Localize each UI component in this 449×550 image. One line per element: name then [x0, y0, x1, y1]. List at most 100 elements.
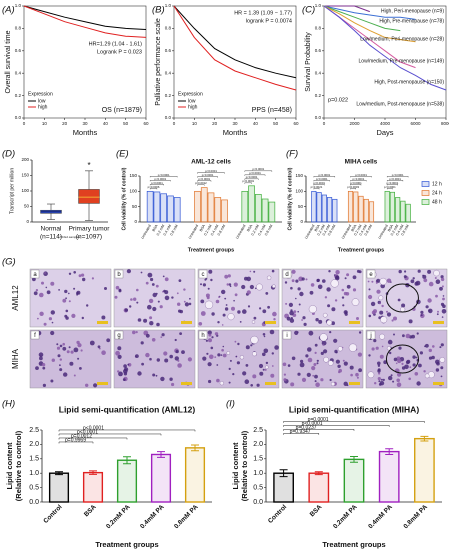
y-axis-label: Lipid content	[5, 442, 14, 490]
cell-nucleus	[228, 283, 232, 286]
significance: *	[87, 161, 90, 170]
cell-nucleus	[233, 299, 235, 302]
cell-nucleus	[297, 310, 300, 313]
cell-nucleus	[245, 364, 249, 367]
cell-nucleus	[217, 353, 221, 357]
cell-nucleus	[41, 281, 44, 285]
y-tick-label: 1.0	[29, 470, 39, 477]
cell-nucleus	[135, 354, 139, 358]
cell-nucleus	[216, 364, 219, 366]
cell-nucleus	[322, 344, 325, 346]
y-tick-label: 50	[132, 204, 138, 209]
box	[78, 189, 100, 204]
cell-nucleus	[290, 382, 295, 387]
bar	[268, 201, 276, 223]
image-label: d	[285, 272, 288, 278]
cell-nucleus	[301, 319, 303, 321]
bar	[207, 192, 215, 223]
label-box	[366, 330, 376, 340]
cell-nucleus	[269, 329, 275, 335]
cell-nucleus	[374, 382, 377, 385]
p-value: p<0.0001	[252, 167, 264, 171]
cell-nucleus	[432, 345, 435, 348]
lipid-droplet	[252, 351, 257, 357]
lipid-droplet	[379, 277, 387, 286]
x-tick-label: 20	[212, 121, 218, 126]
x-tick-label: Untreated	[378, 224, 389, 240]
cell-nucleus	[234, 293, 238, 297]
cell-nucleus	[234, 340, 237, 343]
x-tick-label: 0.4 mM	[163, 224, 172, 236]
cell-nucleus	[115, 285, 120, 290]
x-axis-label: Months	[73, 128, 98, 137]
significance-bracket	[350, 184, 362, 186]
panel-label: (G)	[2, 257, 16, 268]
y-tick-label: 1.0	[315, 3, 322, 8]
bar	[389, 191, 395, 223]
survival-curve	[323, 5, 447, 91]
bar	[405, 203, 411, 223]
cell-nucleus	[227, 274, 231, 278]
lipid-droplet	[308, 305, 317, 314]
cell-nucleus	[247, 305, 251, 308]
significance-bracket	[350, 188, 356, 190]
cell-nucleus	[250, 344, 253, 347]
cell-nucleus	[302, 316, 306, 320]
p-value: p<0.0001	[316, 177, 328, 181]
scale-bar	[349, 382, 360, 385]
x-axis-label: Months	[223, 128, 248, 137]
scale-bar	[181, 382, 192, 385]
cell-nucleus	[210, 346, 214, 350]
x-tick-label: 0.8 mM	[264, 224, 273, 236]
scale-bar	[433, 382, 444, 385]
cell-nucleus	[368, 288, 371, 291]
p-value: p<0.0001	[350, 181, 362, 185]
cell-nucleus	[229, 359, 232, 362]
x-tick-label: Untreated	[140, 224, 151, 240]
cell-nucleus	[291, 269, 296, 274]
x-tick-label: 0	[323, 121, 326, 126]
cell-nucleus	[56, 343, 59, 346]
cell-nucleus	[145, 352, 150, 358]
cell-nucleus	[414, 372, 419, 376]
cell-nucleus	[253, 270, 256, 273]
cell-nucleus	[425, 305, 429, 309]
cell-nucleus	[282, 362, 287, 367]
cell-nucleus	[39, 356, 43, 361]
cell-nucleus	[314, 351, 317, 354]
cell-nucleus	[181, 350, 185, 354]
cell-nucleus	[271, 352, 274, 355]
p-value: p<0.0001	[387, 181, 399, 185]
x-tick-label: 0.8mM PA	[402, 503, 429, 530]
cell-nucleus	[106, 338, 111, 343]
label-box	[282, 269, 292, 279]
cell-nucleus	[32, 277, 36, 282]
y-axis-label: (Relative to control)	[14, 430, 23, 501]
y-tick-label: 0.6	[15, 48, 22, 53]
cell-nucleus	[357, 352, 362, 357]
cell-nucleus	[189, 297, 191, 300]
y-tick-label: 0.8	[165, 26, 172, 31]
x-tick-label: 0.4mM PA	[367, 503, 394, 530]
cell-nucleus	[379, 310, 384, 315]
lipid-droplet	[204, 300, 214, 309]
cell-nucleus	[148, 298, 154, 304]
cell-nucleus	[440, 343, 444, 347]
cell-nucleus	[221, 289, 226, 295]
cell-nucleus	[44, 272, 46, 274]
cell-nucleus	[431, 355, 435, 360]
cell-nucleus	[311, 366, 316, 371]
survival-curve	[23, 5, 147, 30]
cell-nucleus	[217, 321, 220, 324]
cell-nucleus	[442, 304, 446, 309]
chart-title: AML-12 cells	[191, 159, 231, 166]
cell-nucleus	[423, 370, 426, 373]
p-value: p=0.0012	[195, 181, 207, 185]
significance-bracket	[244, 170, 273, 172]
cell-nucleus	[439, 346, 442, 349]
y-tick-label: 0	[26, 219, 29, 224]
image-label: a	[33, 272, 37, 278]
cell-nucleus	[342, 304, 345, 307]
cell-nucleus	[341, 288, 345, 292]
y-tick-label: 1.0	[165, 3, 172, 8]
